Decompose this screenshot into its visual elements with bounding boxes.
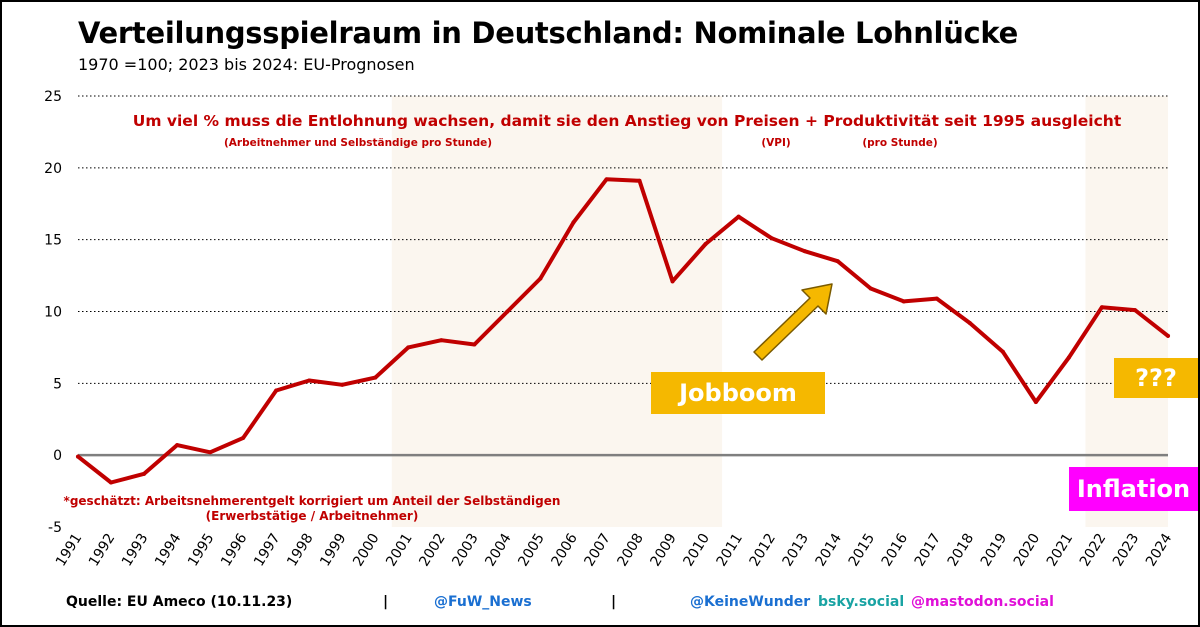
x-tick-label: 2014 xyxy=(813,531,845,570)
x-tick-label: 2000 xyxy=(350,531,382,570)
fuw-handle-link[interactable]: @FuW_News xyxy=(434,594,532,610)
question-label: ??? xyxy=(1114,358,1198,398)
x-tick-label: 2020 xyxy=(1011,531,1043,570)
x-tick-label: 2012 xyxy=(747,531,779,570)
data-point xyxy=(1132,308,1137,313)
data-point xyxy=(1066,355,1071,360)
data-point xyxy=(109,480,114,485)
x-tick-label: 2015 xyxy=(846,531,878,570)
bsky-link[interactable]: bsky.social xyxy=(818,594,905,610)
x-tick-label: 1992 xyxy=(86,531,118,570)
data-point xyxy=(736,214,741,219)
x-tick-label: 2010 xyxy=(681,531,713,570)
x-tick-label: 1995 xyxy=(185,531,217,570)
data-point xyxy=(934,296,939,301)
x-tick-label: 2022 xyxy=(1077,531,1109,570)
y-tick-label: 10 xyxy=(44,305,62,321)
data-point xyxy=(472,342,477,347)
data-point xyxy=(571,220,576,225)
chart-subtitle: 1970 =100; 2023 bis 2024: EU-Prognosen xyxy=(78,55,415,74)
footer-separator: | xyxy=(611,594,617,610)
x-tick-label: 1993 xyxy=(119,531,151,570)
footer: Quelle: EU Ameco (10.11.23) | @FuW_News … xyxy=(0,594,1200,616)
x-tick-label: 2004 xyxy=(482,531,514,570)
x-tick-label: 2016 xyxy=(879,531,911,570)
footnote-line-2: (Erwerbstätige / Arbeitnehmer) xyxy=(206,509,419,523)
y-tick-label: 20 xyxy=(44,161,62,177)
data-point xyxy=(637,178,642,183)
data-point xyxy=(802,249,807,254)
data-point xyxy=(340,382,345,387)
x-tick-label: 2006 xyxy=(548,531,580,570)
x-tick-label: 2024 xyxy=(1143,531,1175,570)
jobboom-label: Jobboom xyxy=(651,372,825,414)
data-point xyxy=(967,320,972,325)
x-tick-label: 2019 xyxy=(978,531,1010,570)
x-tick-label: 2009 xyxy=(647,531,679,570)
y-tick-label: 25 xyxy=(44,89,62,105)
x-tick-label: 1997 xyxy=(251,531,283,570)
x-tick-label: 2017 xyxy=(912,531,944,570)
data-point xyxy=(538,276,543,281)
data-point xyxy=(901,299,906,304)
y-tick-label: -5 xyxy=(48,520,62,536)
y-tick-label: 5 xyxy=(53,376,62,392)
data-series-line xyxy=(76,177,1170,485)
x-tick-label: 1991 xyxy=(53,531,85,570)
data-point xyxy=(703,241,708,246)
keinewunder-handle-link[interactable]: @KeineWunder xyxy=(690,594,811,610)
data-point xyxy=(1000,349,1005,354)
data-point xyxy=(274,388,279,393)
data-point xyxy=(175,443,180,448)
y-tick-label: 15 xyxy=(44,233,62,249)
x-tick-label: 1999 xyxy=(317,531,349,570)
x-tick-label: 1998 xyxy=(284,531,316,570)
mastodon-link[interactable]: @mastodon.social xyxy=(911,594,1054,610)
note-worker: (Arbeitnehmer und Selbständige pro Stund… xyxy=(224,137,492,149)
data-point xyxy=(1033,400,1038,405)
footer-separator: | xyxy=(383,594,389,610)
headline-annotation: Um viel % muss die Entlohnung wachsen, d… xyxy=(133,112,1122,130)
x-tick-label: 2013 xyxy=(780,531,812,570)
x-tick-label: 2007 xyxy=(581,531,613,570)
x-tick-label: 1996 xyxy=(218,531,250,570)
note-hour: (pro Stunde) xyxy=(862,137,937,149)
shaded-period xyxy=(391,96,723,527)
data-point xyxy=(76,454,80,459)
x-tick-label: 2018 xyxy=(945,531,977,570)
x-tick-label: 2003 xyxy=(449,531,481,570)
x-tick-label: 1994 xyxy=(152,531,184,570)
data-point xyxy=(208,450,213,455)
data-point xyxy=(1166,333,1170,338)
data-point xyxy=(769,236,774,241)
data-point xyxy=(505,309,510,314)
data-point xyxy=(604,177,609,182)
x-tick-label: 2008 xyxy=(614,531,646,570)
x-tick-label: 2021 xyxy=(1044,531,1076,570)
data-point xyxy=(373,375,378,380)
chart-title: Verteilungsspielraum in Deutschland: Nom… xyxy=(78,16,1019,50)
data-point xyxy=(241,435,246,440)
data-point xyxy=(670,279,675,284)
data-point xyxy=(835,259,840,264)
data-point xyxy=(307,378,312,383)
note-vpi: (VPI) xyxy=(761,137,790,149)
data-point xyxy=(868,286,873,291)
source-text: Quelle: EU Ameco (10.11.23) xyxy=(66,594,293,610)
up-arrow-icon xyxy=(753,283,833,361)
footnote-line-1: *geschätzt: Arbeitsnehmerentgelt korrigi… xyxy=(64,494,561,508)
data-point xyxy=(406,345,411,350)
inflation-label: Inflation xyxy=(1069,467,1198,511)
data-point xyxy=(142,471,147,476)
y-tick-label: 0 xyxy=(53,448,62,464)
data-point xyxy=(439,338,444,343)
x-tick-label: 2001 xyxy=(383,531,415,570)
x-tick-label: 2002 xyxy=(416,531,448,570)
x-tick-label: 2005 xyxy=(515,531,547,570)
data-point xyxy=(1099,305,1104,310)
x-tick-label: 2011 xyxy=(714,531,746,570)
x-tick-label: 2023 xyxy=(1110,531,1142,570)
